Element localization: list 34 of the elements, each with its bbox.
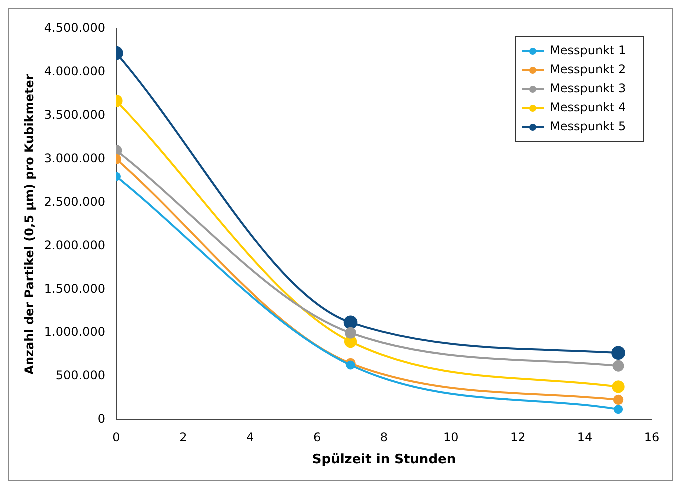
y-tick-label: 2.500.000 [44,194,106,209]
x-tick-label: 10 [444,430,459,444]
point [345,327,356,339]
point [613,394,624,406]
y-tick-label: 4.000.000 [44,64,106,79]
y-tick-label: 3.000.000 [44,151,106,166]
legend-label: Messpunkt 3 [550,82,626,96]
y-tick-label: 500.000 [56,368,106,383]
y-tick-label: 3.500.000 [44,108,106,122]
x-tick-label: 16 [644,430,660,444]
point [612,346,626,360]
x-tick-label: 2 [180,430,188,444]
x-tick-label: 14 [577,430,593,444]
x-tick-label: 6 [313,430,322,444]
x-tick-label: 12 [510,430,526,444]
legend-label: Messpunkt 2 [550,62,626,77]
point [612,380,625,394]
point [614,405,624,414]
legend-label: Messpunkt 4 [550,100,626,115]
point [344,316,358,330]
x-axis-title: Spülzeit in Stunden [312,452,456,468]
x-tick-label: 8 [380,430,388,444]
point [612,360,624,372]
x-tick-label: 4 [246,430,254,444]
y-tick-label: 4.500.000 [44,21,106,36]
y-tick-label: 1.000.000 [44,325,106,340]
y-tick-label: 1.500.000 [44,282,106,296]
y-tick-label: 2.000.000 [44,238,106,252]
point [346,360,356,370]
y-tick-label: 0 [98,412,106,426]
y-axis-title: Anzahl der Partikel (0,5 µm) pro Kubikmeter [22,74,36,375]
legend-label: Messpunkt 5 [550,120,626,134]
legend-label: Messpunkt 1 [550,44,626,58]
x-tick-label: 0 [112,430,120,444]
